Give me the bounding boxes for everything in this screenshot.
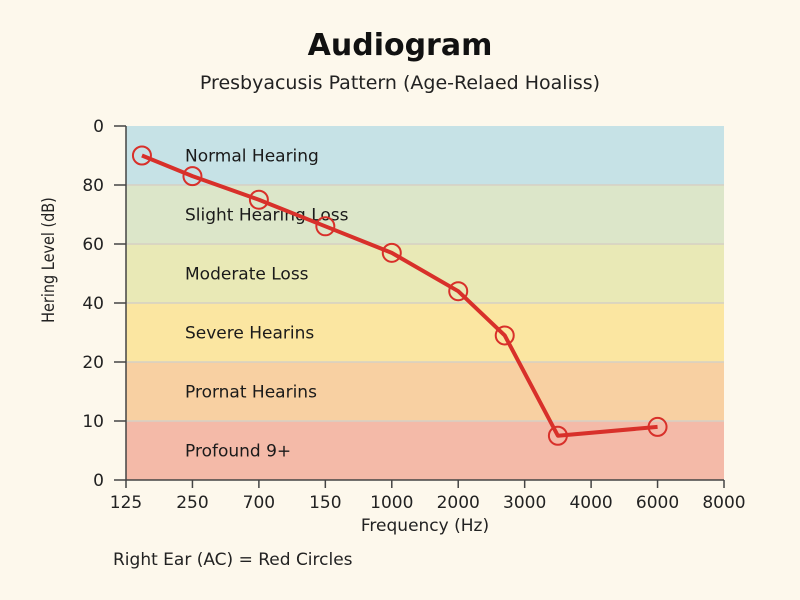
x-tick-label: 700 (243, 493, 275, 513)
x-tick-label: 4000 (569, 493, 612, 513)
x-tick-label: 1000 (370, 493, 413, 513)
x-tick-label: 150 (309, 493, 341, 513)
data-point (494, 325, 515, 346)
x-tick-label: 8000 (702, 493, 745, 513)
band-label: Severe Hearins (185, 324, 314, 344)
chart-title: Audiogram (307, 28, 493, 63)
y-tick-label: 10 (82, 412, 104, 432)
y-tick-label: 0 (93, 117, 104, 137)
chart-subtitle: Presbyacusis Pattern (Age-Relaed Hoaliss… (199, 72, 601, 94)
data-point (248, 189, 269, 210)
series-line (141, 153, 658, 438)
x-tick-label: 125 (110, 493, 142, 513)
data-point (315, 216, 336, 237)
y-tick-label: 20 (82, 353, 104, 373)
x-tick-label: 250 (176, 493, 208, 513)
data-point (448, 281, 469, 302)
band-label: Moderate Loss (185, 265, 309, 285)
y-tick-label: 60 (82, 235, 104, 255)
data-point (182, 166, 203, 187)
band-label: Profound 9+ (185, 442, 291, 462)
band-4 (126, 362, 724, 421)
band-label: Prornat Hearins (185, 383, 317, 403)
band-3 (126, 303, 724, 362)
data-point (647, 416, 668, 437)
y-axis-label: Hering Level (dB) (38, 197, 58, 323)
band-1 (126, 185, 724, 244)
x-tick-label: 6000 (636, 493, 679, 513)
band-label: Normal Hearing (185, 147, 319, 167)
y-tick-label: 80 (82, 176, 104, 196)
legend-note: Right Ear (AC) = Red Circles (113, 550, 353, 570)
data-point (547, 425, 568, 446)
y-tick-label: 0 (93, 471, 104, 491)
data-point (131, 145, 152, 166)
y-tick-label: 40 (82, 294, 104, 314)
data-point (381, 242, 402, 263)
band-label: Slight Hearing Loss (185, 206, 349, 226)
band-0 (126, 126, 724, 185)
x-tick-label: 3000 (503, 493, 546, 513)
x-axis-label: Frequency (Hz) (361, 516, 489, 536)
x-tick-label: 2000 (437, 493, 480, 513)
